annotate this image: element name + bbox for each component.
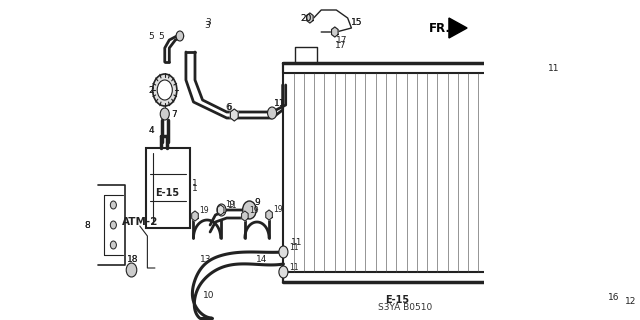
Text: 9: 9: [254, 197, 260, 206]
FancyBboxPatch shape: [146, 148, 189, 228]
Circle shape: [176, 31, 184, 41]
Text: 11: 11: [289, 243, 298, 252]
Text: 11: 11: [273, 99, 285, 108]
Text: 7: 7: [171, 109, 177, 118]
Text: 8: 8: [84, 220, 90, 229]
Text: 18: 18: [127, 255, 138, 265]
Circle shape: [160, 108, 170, 120]
Text: 13: 13: [200, 255, 212, 265]
Circle shape: [550, 61, 561, 75]
Text: 11: 11: [291, 237, 303, 246]
Text: 10: 10: [202, 291, 214, 300]
Text: 19: 19: [273, 204, 284, 213]
Circle shape: [550, 270, 561, 284]
Text: 1: 1: [192, 183, 198, 193]
Circle shape: [157, 80, 172, 100]
Text: 6: 6: [227, 102, 232, 111]
Polygon shape: [192, 211, 198, 221]
Text: 19: 19: [250, 205, 259, 214]
Text: 11: 11: [548, 63, 559, 73]
Text: 19: 19: [200, 205, 209, 214]
Text: 11: 11: [273, 99, 285, 108]
Text: 6: 6: [225, 102, 231, 111]
Text: 20: 20: [300, 13, 312, 22]
Circle shape: [618, 290, 636, 314]
Circle shape: [217, 204, 226, 216]
Text: FR.: FR.: [429, 21, 451, 35]
Text: E-15: E-15: [155, 188, 179, 198]
Polygon shape: [449, 18, 467, 38]
Text: 3: 3: [205, 18, 211, 27]
Polygon shape: [307, 13, 313, 23]
Polygon shape: [266, 210, 273, 220]
Text: 4: 4: [148, 125, 154, 134]
Text: 5: 5: [148, 31, 154, 41]
Text: 11: 11: [289, 262, 298, 271]
Circle shape: [126, 263, 137, 277]
Text: 5: 5: [159, 31, 164, 41]
Text: 8: 8: [84, 220, 90, 229]
Text: 7: 7: [171, 109, 177, 118]
Circle shape: [110, 221, 116, 229]
Text: E-15: E-15: [385, 295, 410, 305]
Text: 9: 9: [254, 197, 260, 206]
Circle shape: [279, 246, 288, 258]
Text: 15: 15: [351, 18, 363, 27]
Text: 17: 17: [335, 41, 346, 50]
Text: 20: 20: [300, 13, 312, 22]
Text: 19: 19: [225, 199, 235, 209]
Text: 18: 18: [127, 255, 138, 265]
Text: ATM-2: ATM-2: [122, 217, 159, 227]
Circle shape: [243, 201, 256, 219]
Text: 3: 3: [204, 20, 210, 29]
Text: 1: 1: [192, 179, 198, 188]
Polygon shape: [571, 63, 599, 282]
Circle shape: [279, 266, 288, 278]
Polygon shape: [598, 291, 607, 305]
Polygon shape: [242, 211, 248, 221]
Text: 16: 16: [609, 293, 620, 302]
Text: 4: 4: [148, 125, 154, 134]
Polygon shape: [332, 27, 338, 37]
Polygon shape: [218, 205, 224, 215]
Circle shape: [268, 107, 276, 119]
Text: 15: 15: [351, 18, 363, 27]
Text: 11: 11: [227, 201, 236, 210]
Circle shape: [110, 201, 116, 209]
Circle shape: [153, 74, 177, 106]
Text: 2: 2: [148, 85, 154, 94]
Circle shape: [110, 241, 116, 249]
Text: 17: 17: [337, 36, 348, 44]
Text: 2: 2: [148, 85, 154, 94]
Polygon shape: [230, 109, 238, 121]
Text: 14: 14: [255, 255, 267, 265]
Text: S3YA B0510: S3YA B0510: [378, 303, 432, 313]
Text: 12: 12: [625, 298, 636, 307]
